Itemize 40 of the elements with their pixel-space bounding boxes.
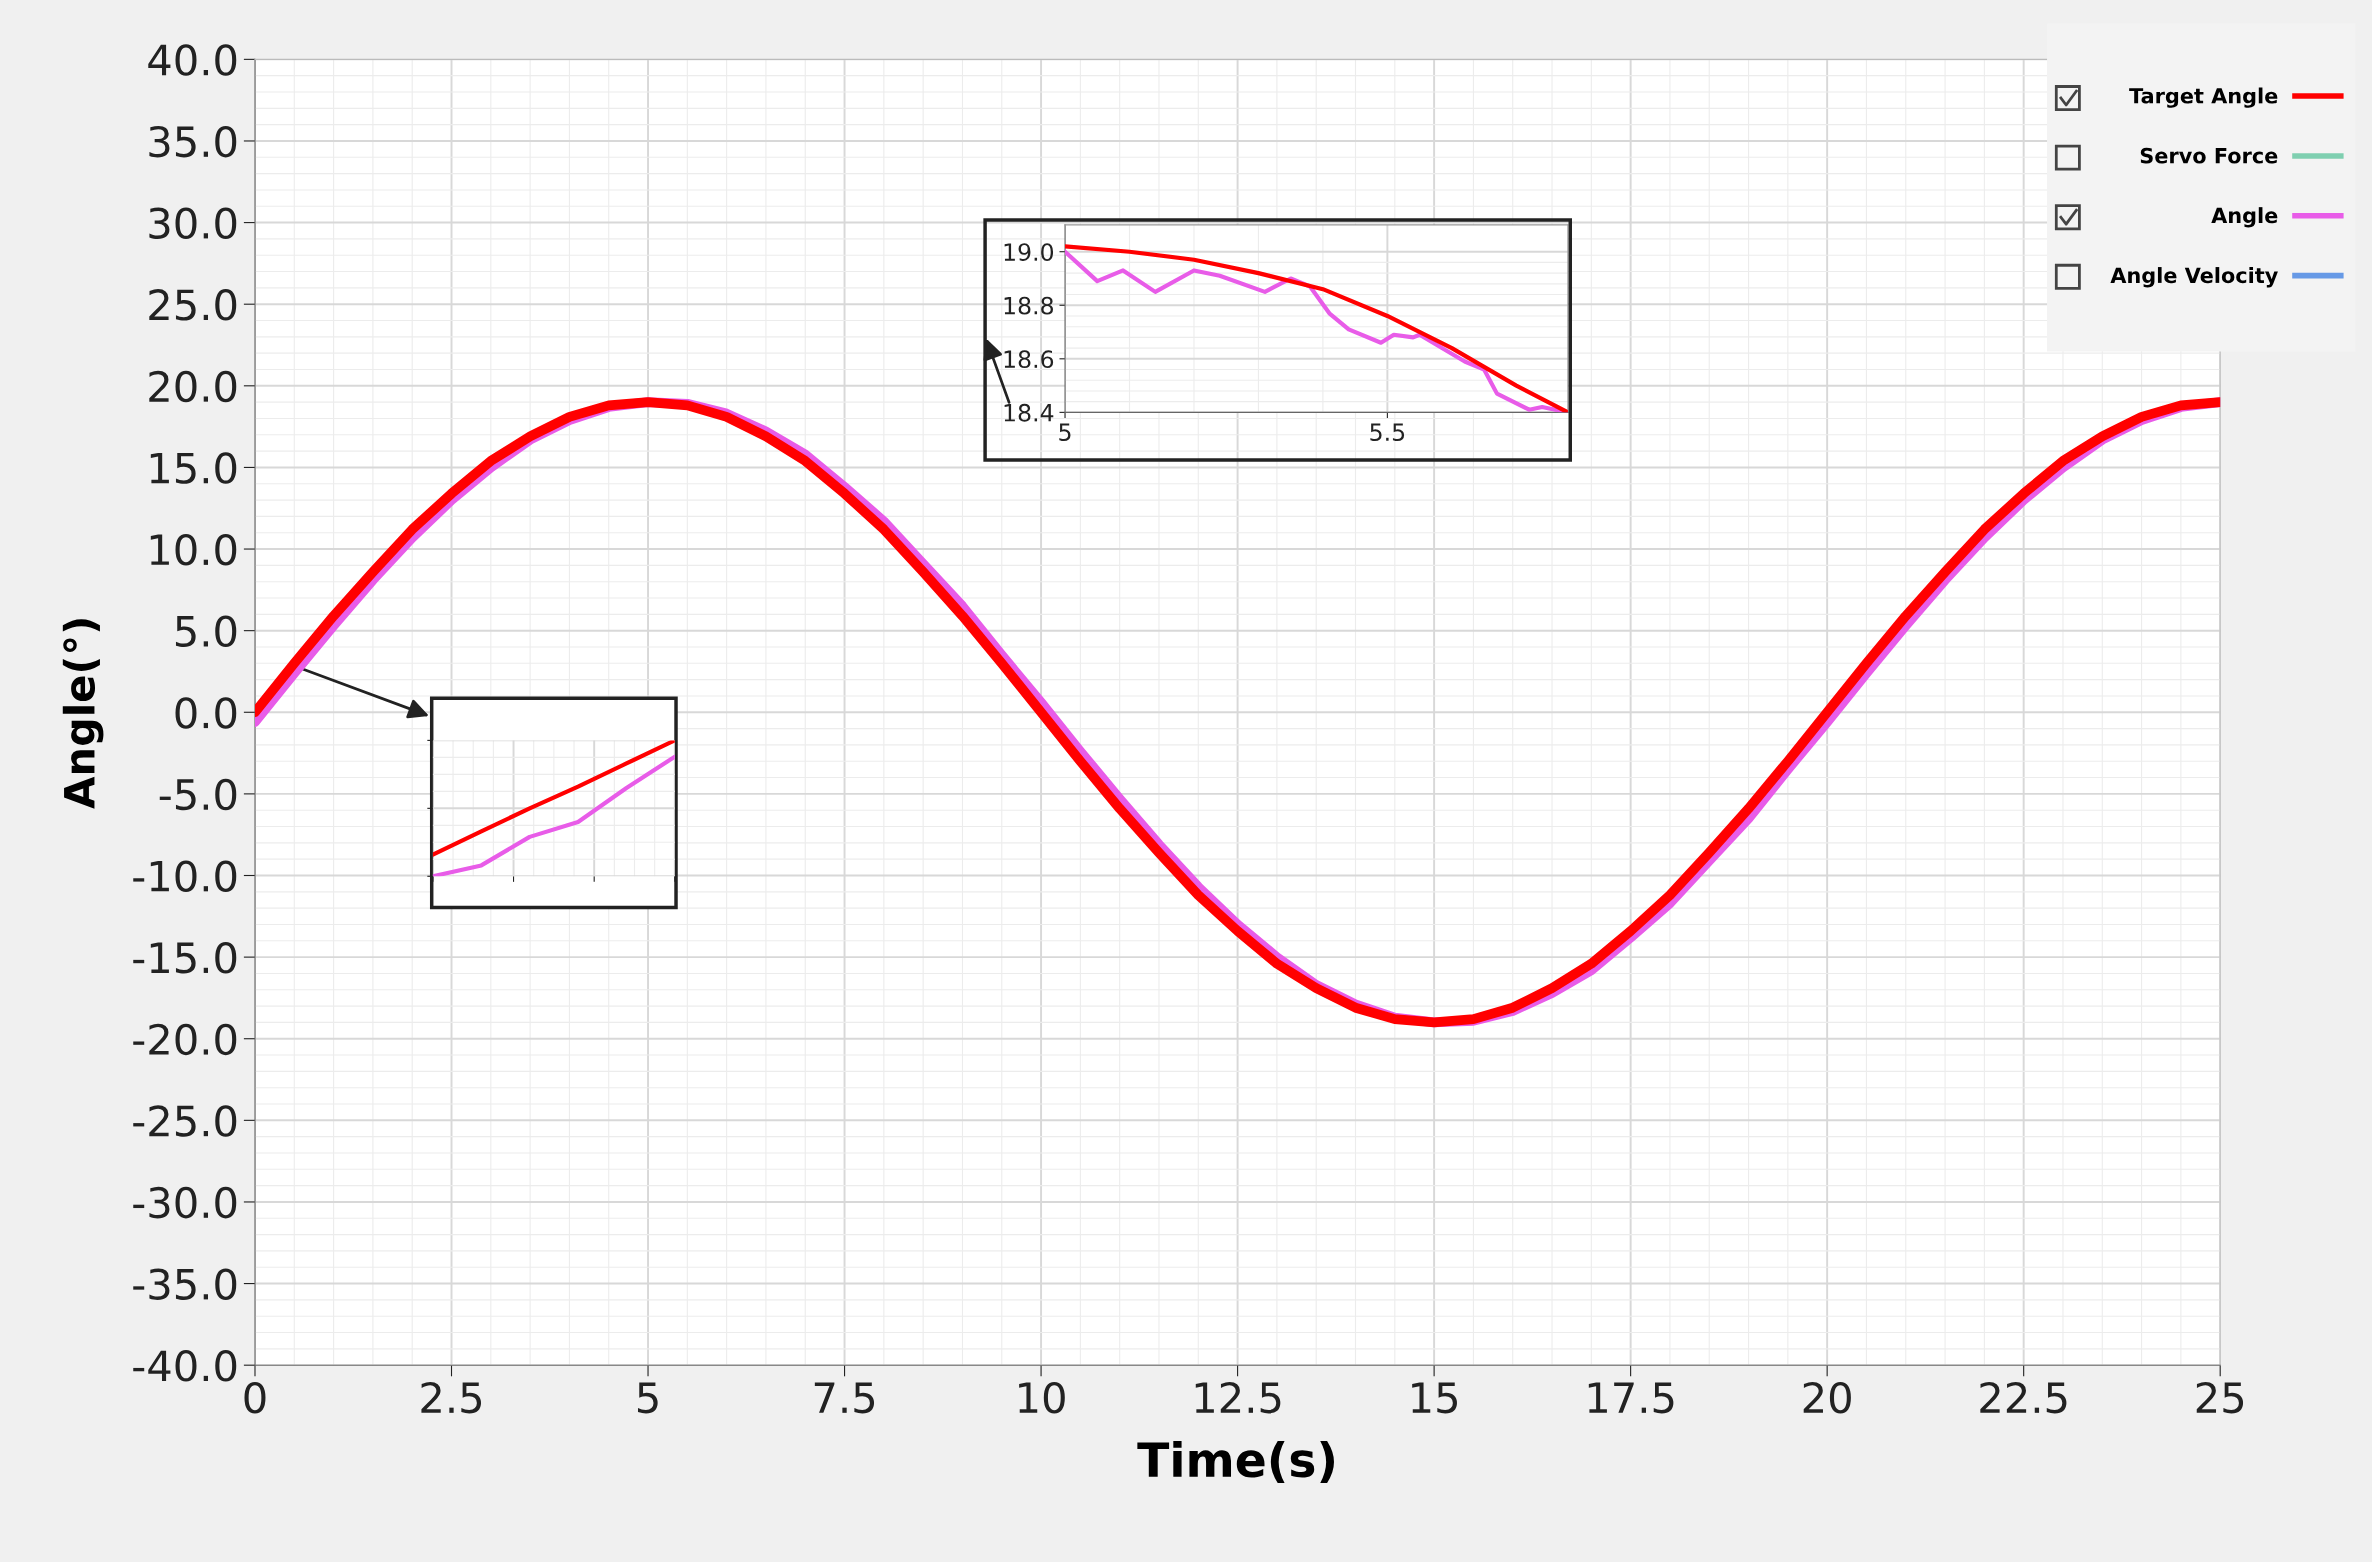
y-tick-label: -5.0 (159, 778, 237, 811)
y-tick-label: -10.0 (133, 860, 237, 892)
legend-label: Angle Velocity (2110, 267, 2278, 288)
x-tick-label: 7.5 (814, 1382, 875, 1414)
x-tick-label: 0 (244, 1381, 266, 1414)
y-tick-label: -35.0 (133, 1268, 237, 1300)
y-tick-label: 19.0 (1004, 243, 1054, 262)
y-tick-label: 18.6 (1004, 350, 1054, 369)
y-tick-label: 5.0 (175, 615, 237, 648)
x-tick-label: 5 (637, 1382, 658, 1414)
x-tick-label: 17.5 (1588, 1382, 1674, 1414)
y-tick-label: -30.0 (133, 1186, 237, 1219)
y-tick-label: 35.0 (149, 125, 237, 158)
y-tick-label: 40.0 (148, 44, 237, 76)
x-tick-label: 15 (1412, 1382, 1457, 1414)
legend-label: Angle (2211, 207, 2278, 228)
y-tick-label: 18.4 (1004, 403, 1054, 422)
y-tick-label: 10.0 (150, 533, 237, 566)
x-tick-label: 12.5 (1195, 1381, 1281, 1414)
legend-label: Servo Force (2140, 147, 2278, 164)
y-tick-label: -15.0 (133, 942, 237, 974)
x-tick-label: 5.5 (1370, 423, 1405, 442)
x-tick-label: 25 (2196, 1381, 2244, 1414)
y-axis-title: Angle(°) (62, 619, 104, 809)
x-tick-label: 22.5 (1980, 1381, 2067, 1414)
y-tick-label: 25.0 (149, 289, 237, 321)
y-tick-label: -25.0 (133, 1105, 237, 1137)
x-axis-title: Time(s) (1137, 1440, 1334, 1484)
y-tick-label: 30.0 (149, 207, 237, 240)
x-tick-label: 2.5 (421, 1381, 481, 1414)
y-tick-label: 18.8 (1004, 296, 1053, 315)
y-tick-label: -20.0 (133, 1023, 237, 1056)
y-tick-label: 15.0 (150, 452, 237, 484)
legend-label: Target Angle (2129, 87, 2278, 108)
y-tick-label: -40.0 (133, 1350, 237, 1382)
x-tick-label: 20 (1803, 1381, 1851, 1414)
x-tick-label: 10 (1019, 1381, 1065, 1414)
y-tick-label: 20.0 (149, 370, 237, 403)
x-tick-label: 5 (1059, 423, 1071, 442)
y-tick-label: 0.0 (175, 697, 237, 729)
